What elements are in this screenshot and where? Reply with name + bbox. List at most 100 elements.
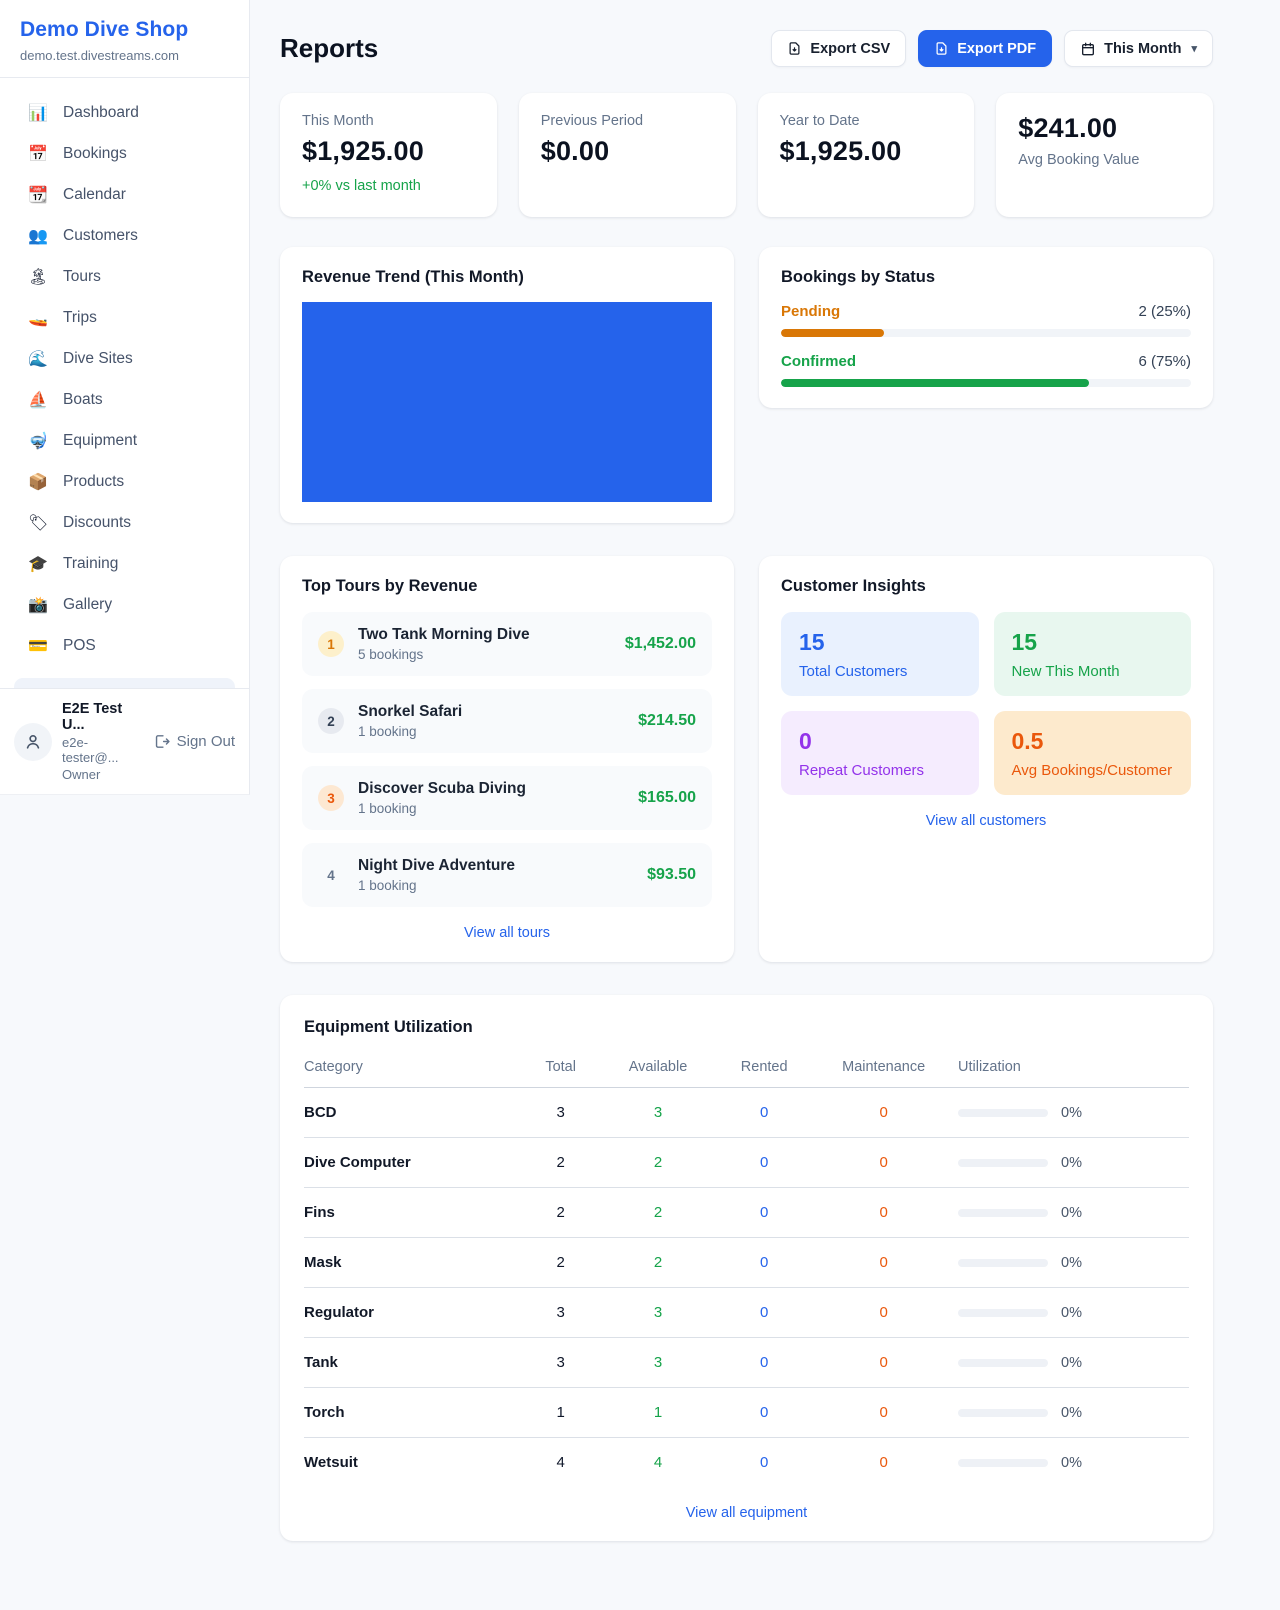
sidebar-item-reports-partial[interactable] (14, 678, 235, 688)
insight-tile-total-customers: 15 Total Customers (781, 612, 979, 696)
revenue-trend-card: Revenue Trend (This Month) (280, 247, 734, 523)
tour-name: Two Tank Morning Dive (358, 626, 530, 643)
stat-value: $1,925.00 (779, 136, 902, 166)
view-all-customers-link[interactable]: View all customers (925, 813, 1047, 829)
equipment-col-rented: Rented (711, 1051, 818, 1088)
sidebar-item-equipment[interactable]: 🤿 Equipment (14, 421, 235, 461)
sidebar-nav: 📊 Dashboard 📅 Bookings 📆 Calendar 👥 Customers 🏝 T… (0, 78, 249, 676)
equipment-total-cell: 1 (516, 1387, 605, 1438)
period-dropdown[interactable]: This Month ▾ (1064, 30, 1213, 67)
main-content: Reports Export CSV Export PDF This Month (250, 0, 1280, 1581)
equipment-available-cell: 2 (604, 1137, 712, 1188)
tour-list: 1 Two Tank Morning Dive 5 bookings $1,452.0… (302, 612, 712, 907)
utilization-bar-track (958, 1258, 1049, 1267)
bookings-status-rows: Pending 2 (25%) Confirmed 6 (75%) (781, 303, 1191, 387)
utilization-bar-track (958, 1108, 1049, 1117)
insight-tile-repeat-customers: 0 Repeat Customers (781, 711, 979, 795)
gallery-icon: 📸 (28, 597, 48, 614)
equipment-available-cell: 1 (604, 1387, 712, 1438)
export-csv-button[interactable]: Export CSV (771, 30, 907, 67)
equipment-total-cell: 2 (516, 1187, 605, 1238)
status-label: Confirmed (781, 353, 856, 370)
status-count: 6 (75%) (1138, 353, 1191, 370)
equipment-rented-cell: 0 (711, 1387, 818, 1438)
equipment-row-wetsuit: Wetsuit 4 4 0 0 0% (304, 1438, 1189, 1488)
utilization-bar-track (958, 1308, 1049, 1317)
insight-label: New This Month (1011, 663, 1120, 680)
export-pdf-button[interactable]: Export PDF (918, 30, 1053, 67)
tour-name: Night Dive Adventure (358, 857, 516, 874)
tours-icon: 🏝 (28, 269, 49, 286)
customers-icon: 👥 (28, 228, 48, 245)
sign-out-button[interactable]: Sign Out (153, 733, 235, 750)
sidebar-item-products[interactable]: 📦 Products (14, 462, 235, 502)
customer-insights-title: Customer Insights (781, 577, 926, 595)
bookings-status-title: Bookings by Status (781, 268, 936, 286)
equipment-utilization-card: Equipment Utilization Category Total Avail… (280, 995, 1213, 1541)
training-icon: 🎓 (28, 556, 48, 573)
status-label: Pending (781, 303, 841, 320)
tour-amount: $214.50 (638, 712, 696, 729)
view-all-tours-link[interactable]: View all tours (464, 925, 550, 941)
sidebar-item-label: Calendar (63, 186, 126, 203)
insight-value: 0 (799, 728, 812, 754)
sidebar: Demo Dive Shop demo.test.divestreams.com… (0, 0, 250, 795)
equipment-col-maintenance: Maintenance (817, 1051, 951, 1088)
equipment-row-dive-computer: Dive Computer 2 2 0 0 0% (304, 1137, 1189, 1188)
sidebar-item-customers[interactable]: 👥 Customers (14, 216, 235, 256)
stat-card-year-to-date: Year to Date $1,925.00 (757, 93, 975, 217)
equipment-maintenance-cell: 0 (817, 1387, 951, 1438)
equipment-total-cell: 3 (516, 1337, 605, 1388)
equipment-row-tank: Tank 3 3 0 0 0% (304, 1337, 1189, 1388)
equipment-category-cell: BCD (304, 1087, 517, 1138)
equipment-icon: 🤿 (28, 433, 48, 450)
tour-name: Discover Scuba Diving (358, 780, 526, 797)
sidebar-item-label: Dashboard (63, 104, 139, 121)
sidebar-header: Demo Dive Shop demo.test.divestreams.com (0, 0, 249, 78)
equipment-maintenance-cell: 0 (879, 1454, 888, 1471)
equipment-rented-cell: 0 (711, 1337, 818, 1388)
tour-amount: $1,452.00 (624, 635, 696, 652)
sidebar-item-gallery[interactable]: 📸 Gallery (14, 585, 235, 625)
sidebar-item-dashboard[interactable]: 📊 Dashboard (14, 93, 235, 133)
sidebar-item-label: Dive Sites (63, 350, 133, 367)
equipment-maintenance-cell: 0 (817, 1287, 951, 1338)
dashboard-icon: 📊 (28, 105, 48, 122)
status-bar-fill (781, 379, 1089, 387)
view-all-equipment-link[interactable]: View all equipment (685, 1505, 808, 1521)
equipment-available-cell: 3 (604, 1087, 712, 1138)
tour-row-snorkel-safari: 2 Snorkel Safari 1 booking $214.50 (302, 689, 712, 753)
avatar (14, 722, 52, 761)
utilization-percent: 0% (1061, 1254, 1082, 1271)
equipment-maintenance-cell: 0 (817, 1087, 951, 1138)
tour-bookings: 5 bookings (358, 647, 424, 662)
equipment-category-cell: Fins (304, 1187, 517, 1238)
stat-value: $1,925.00 (302, 136, 424, 166)
equipment-total-cell: 2 (516, 1137, 605, 1188)
dive-sites-icon: 🌊 (28, 351, 48, 368)
revenue-trend-title: Revenue Trend (This Month) (302, 268, 524, 286)
sidebar-item-label: Products (63, 473, 125, 490)
sidebar-item-calendar[interactable]: 📆 Calendar (14, 175, 235, 215)
sidebar-item-dive-sites[interactable]: 🌊 Dive Sites (14, 339, 235, 379)
bookings-icon: 📅 (28, 146, 48, 163)
sidebar-item-label: Trips (63, 309, 97, 326)
equipment-maintenance-cell: 0 (817, 1237, 951, 1288)
sidebar-item-discounts[interactable]: 🏷 Discounts (14, 503, 235, 543)
sidebar-item-trips[interactable]: 🚤 Trips (14, 298, 235, 338)
equipment-maintenance-cell: 0 (817, 1137, 951, 1188)
equipment-utilization-cell: 0% (950, 1387, 1189, 1438)
stat-label: Year to Date (779, 113, 860, 129)
sidebar-item-boats[interactable]: ⛵ Boats (14, 380, 235, 420)
sidebar-item-pos[interactable]: 💳 POS (14, 626, 235, 666)
tour-rank-badge: 4 (327, 867, 335, 883)
user-email: e2e-tester@... (62, 735, 119, 765)
equipment-category-cell: Mask (304, 1237, 517, 1288)
period-label: This Month (1104, 40, 1182, 57)
sidebar-item-label: Equipment (63, 432, 138, 449)
user-name: E2E Test U... (62, 701, 123, 733)
top-tours-title: Top Tours by Revenue (302, 577, 478, 595)
sidebar-item-training[interactable]: 🎓 Training (14, 544, 235, 584)
sidebar-item-tours[interactable]: 🏝 Tours (14, 257, 235, 297)
sidebar-item-bookings[interactable]: 📅 Bookings (14, 134, 235, 174)
